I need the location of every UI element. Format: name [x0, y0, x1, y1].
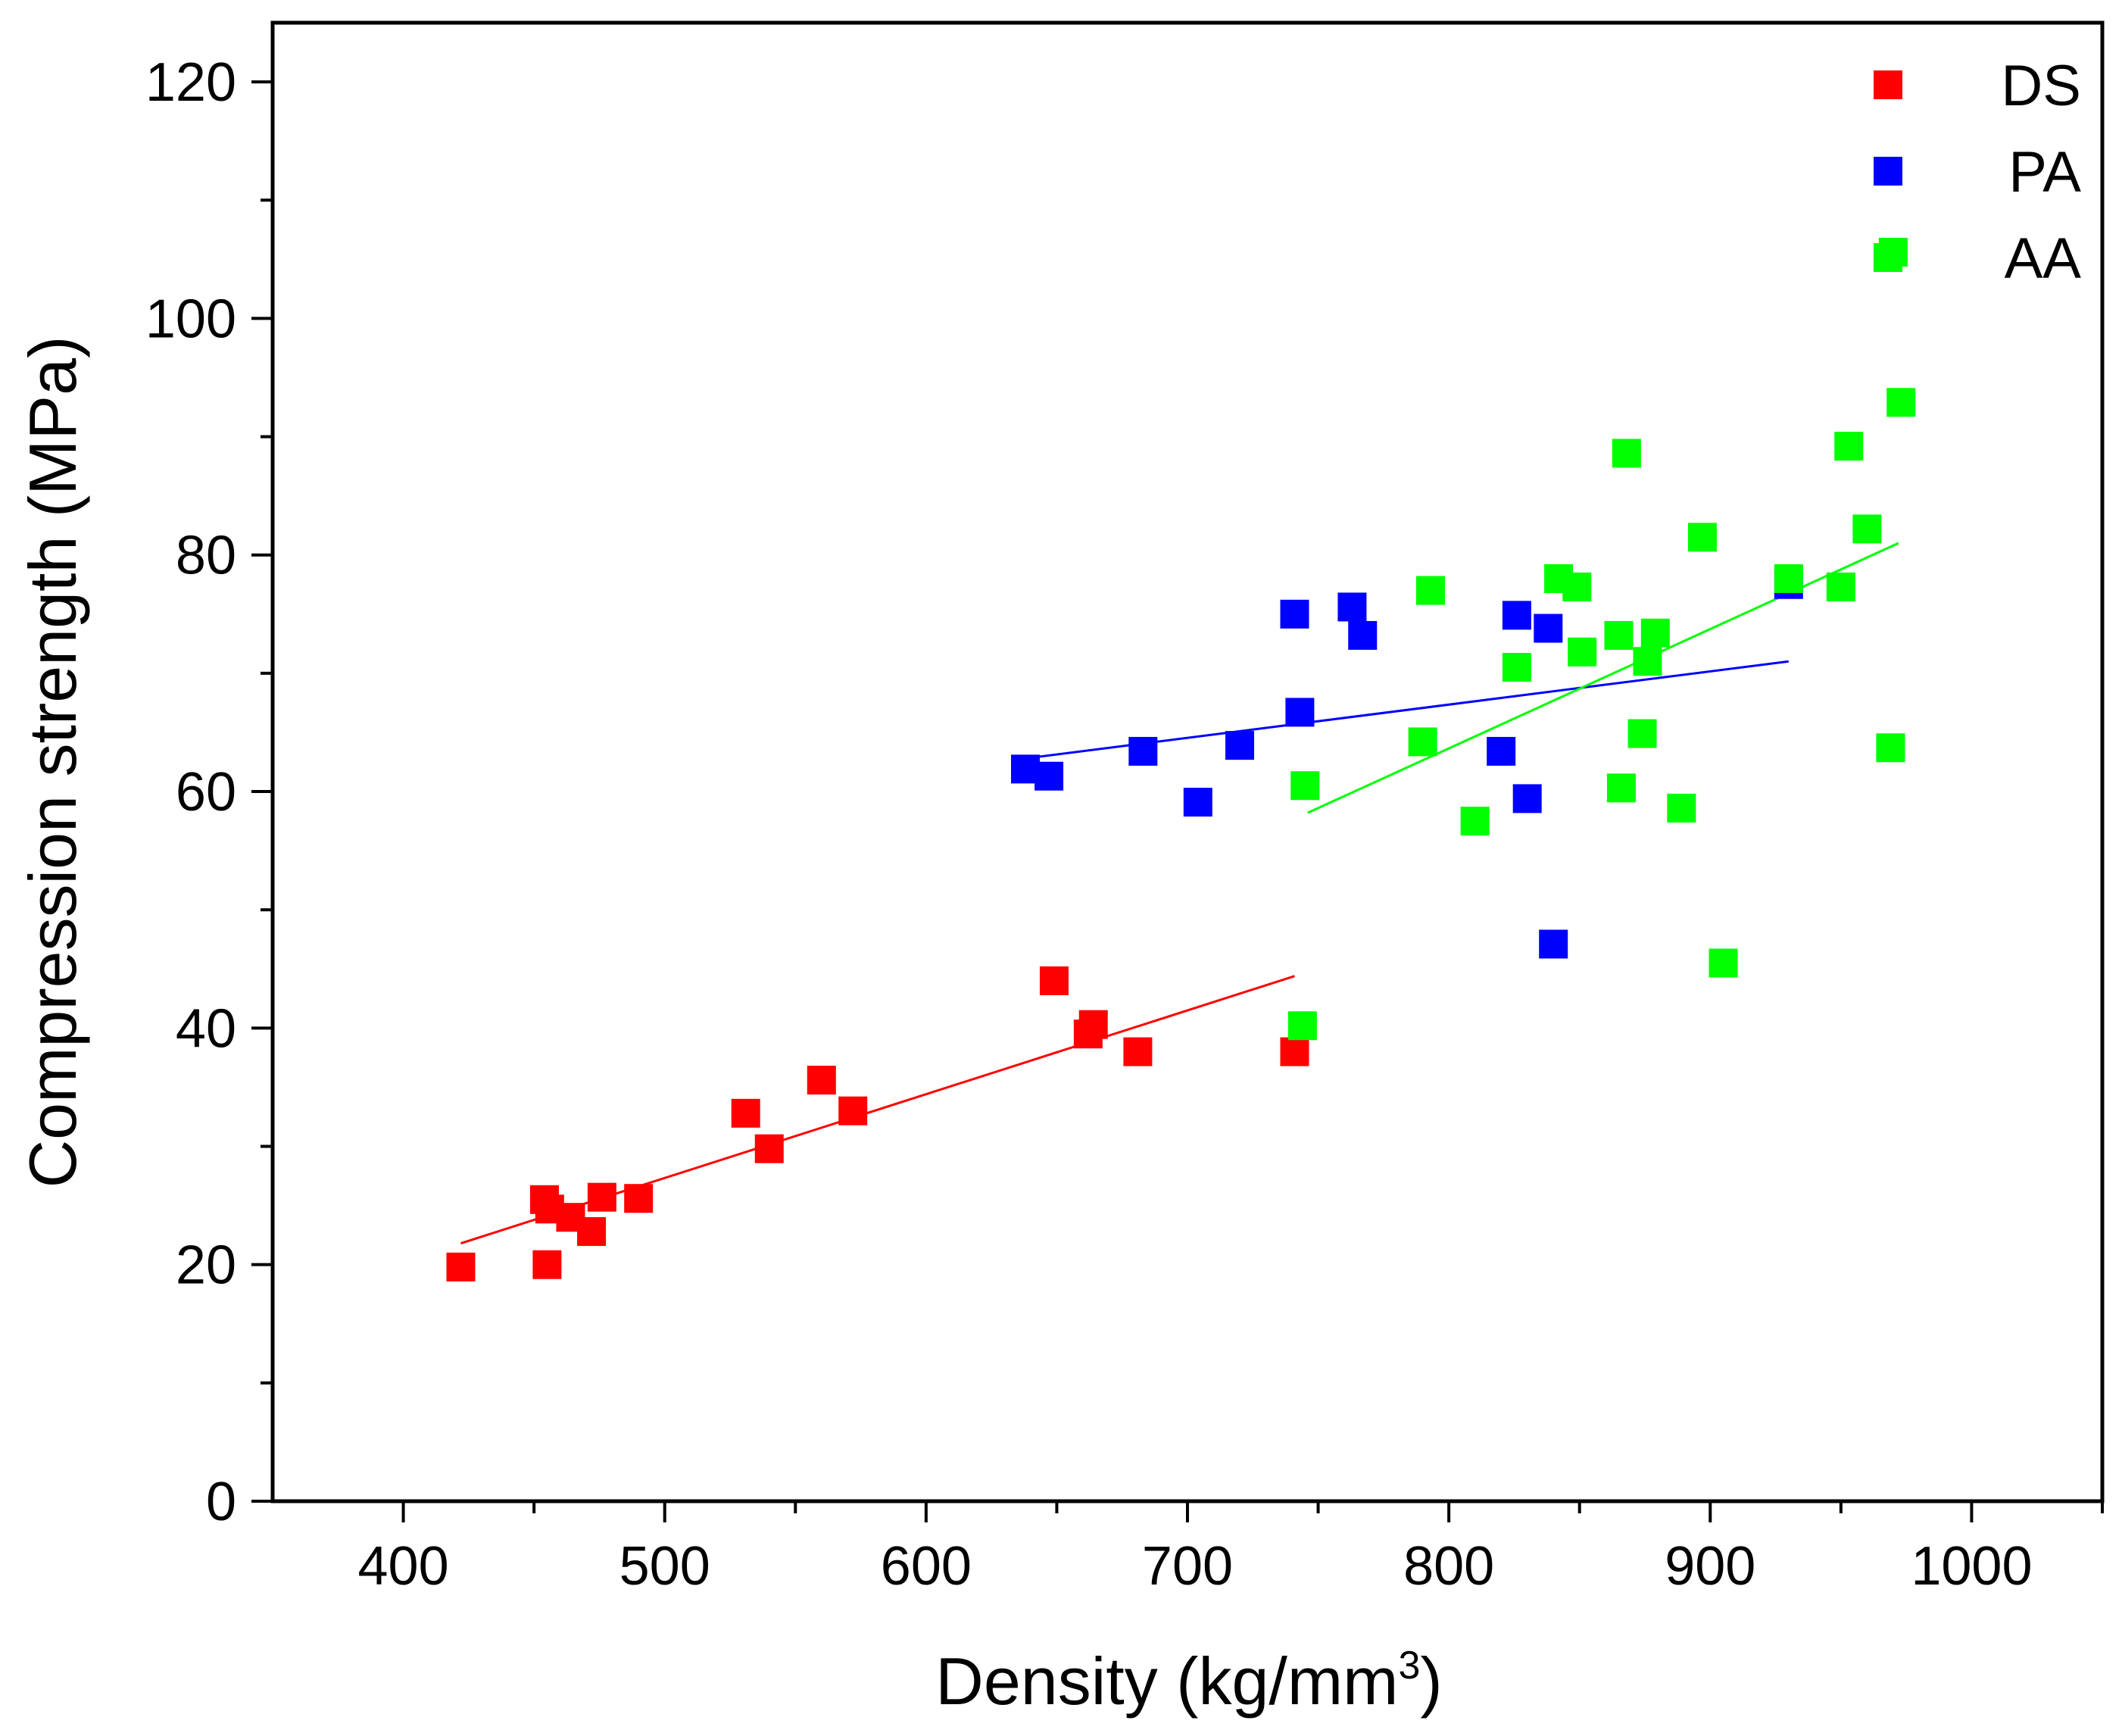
aa-point	[1627, 719, 1657, 748]
legend-label-pa: PA	[2008, 140, 2081, 205]
x-axis-ticks: 400 500 600 700 800 900 1000	[358, 1501, 2104, 1597]
aa-point	[1290, 771, 1320, 801]
aa-point	[1287, 1011, 1317, 1041]
aa-point	[1774, 564, 1803, 593]
aa-point	[1408, 727, 1437, 757]
aa-point	[1667, 793, 1696, 823]
x-tick-label: 800	[1403, 1536, 1494, 1597]
legend-label-aa: AA	[2005, 226, 2082, 291]
pa-point	[1034, 761, 1064, 791]
ds-point	[624, 1184, 654, 1213]
y-tick-label: 120	[145, 52, 236, 113]
y-tick-label: 60	[176, 762, 236, 823]
ds-point	[532, 1250, 562, 1279]
aa-point	[1876, 733, 1905, 763]
legend-swatch-pa	[1874, 157, 1902, 186]
y-axis-ticks: 0 20 40 60 80 100 120	[145, 52, 273, 1532]
legend-swatch-ds	[1874, 70, 1902, 99]
x-tick-label: 1000	[1911, 1536, 2032, 1597]
ds-point	[1280, 1037, 1309, 1066]
pa-point	[1487, 736, 1516, 766]
pa-point	[1502, 601, 1531, 630]
ds-point	[754, 1134, 784, 1163]
aa-point	[1415, 576, 1445, 605]
pa-point	[1348, 620, 1378, 650]
ds-point	[838, 1096, 868, 1126]
ds-point	[731, 1098, 760, 1128]
pa-point	[1512, 784, 1542, 813]
plot-frame	[270, 20, 2105, 1503]
y-tick-label: 80	[176, 526, 236, 586]
fit-lines	[460, 542, 1899, 1244]
pa-point	[1280, 599, 1309, 629]
pa-point	[1337, 592, 1367, 622]
pa-point	[1225, 731, 1255, 760]
x-tick-label: 900	[1665, 1536, 1755, 1597]
legend-label-ds: DS	[2001, 54, 2081, 118]
ds-point	[1123, 1037, 1153, 1066]
ds-point	[446, 1252, 476, 1282]
pa-point	[1183, 788, 1212, 817]
aa-point	[1460, 807, 1490, 836]
x-tick-label: 600	[881, 1536, 972, 1597]
x-axis-title: Density (kg/mm3)	[935, 1644, 1442, 1719]
pa-point	[1539, 929, 1568, 959]
x-tick-label: 400	[358, 1536, 449, 1597]
ds-point	[1078, 1010, 1108, 1039]
ds-point	[587, 1182, 616, 1212]
pa-point	[1128, 736, 1158, 766]
y-tick-label: 20	[176, 1235, 236, 1296]
legend-swatch-aa	[1874, 243, 1902, 272]
ds-point	[807, 1066, 836, 1095]
aa-point	[1852, 514, 1882, 544]
aa-point	[1562, 572, 1592, 601]
aa-point	[1633, 647, 1662, 676]
ds-point	[1039, 966, 1069, 995]
y-axis-title: Compression strength (MPa)	[15, 336, 90, 1188]
ds-point	[577, 1216, 607, 1246]
legend: DS PA AA	[1874, 54, 2081, 291]
aa-point	[1604, 620, 1634, 650]
aa-point	[1687, 523, 1717, 552]
aa-point	[1834, 432, 1864, 461]
pa-point	[1285, 698, 1315, 727]
ds-fit-line	[460, 975, 1295, 1244]
y-tick-label: 0	[206, 1472, 236, 1532]
aa-point	[1606, 773, 1636, 803]
x-tick-label: 500	[619, 1536, 710, 1597]
aa-point	[1568, 637, 1597, 667]
aa-point	[1826, 572, 1855, 601]
aa-fit-line	[1307, 542, 1899, 814]
pa-point	[1534, 614, 1563, 643]
aa-point	[1886, 388, 1916, 417]
aa-point	[1612, 439, 1641, 468]
aa-point	[1640, 618, 1670, 648]
y-tick-label: 100	[145, 289, 236, 349]
y-tick-label: 40	[176, 998, 236, 1059]
aa-point	[1709, 948, 1738, 978]
x-tick-label: 700	[1142, 1536, 1233, 1597]
data-points	[446, 237, 1916, 1282]
aa-point	[1502, 653, 1531, 682]
